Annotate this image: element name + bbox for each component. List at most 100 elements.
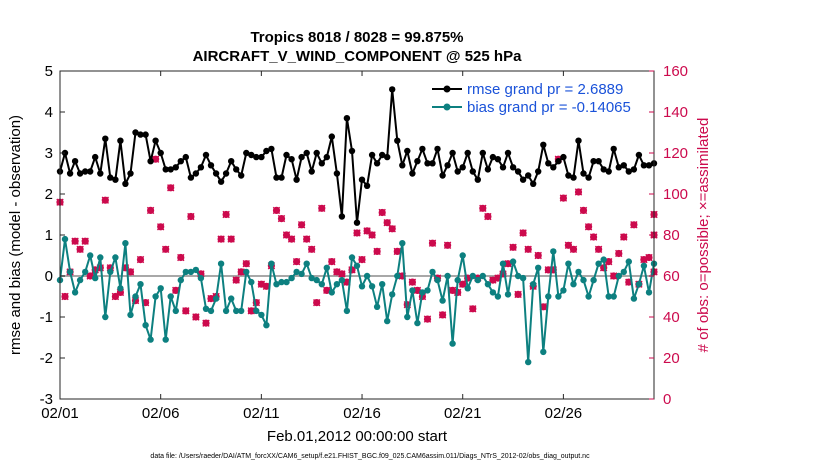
obs-assimilated-point <box>237 268 245 276</box>
rmse-point <box>630 166 638 173</box>
obs-assimilated-point <box>373 247 381 256</box>
bias-point <box>132 293 139 300</box>
rmse-point <box>172 164 179 171</box>
bias-point <box>102 313 109 321</box>
y-left-tick-label: 1 <box>45 227 53 244</box>
bias-point <box>504 291 512 298</box>
rmse-point <box>595 158 602 165</box>
chart-title-line2: AIRCRAFT_V_WIND_COMPONENT @ 525 hPa <box>193 48 523 65</box>
x-tick-label: 02/11 <box>243 405 279 422</box>
bias-point <box>525 358 532 366</box>
bias-series <box>56 235 658 366</box>
bias-point <box>358 283 366 290</box>
rmse-point <box>303 149 310 157</box>
obs-assimilated-point <box>524 245 532 254</box>
rmse-point <box>222 170 230 177</box>
y-right-tick-label: 20 <box>663 350 680 367</box>
rmse-point <box>308 168 315 175</box>
rmse-point <box>157 149 164 157</box>
rmse-point <box>293 176 300 183</box>
rmse-point <box>97 170 104 177</box>
bias-point <box>459 252 466 259</box>
bias-point <box>570 281 577 288</box>
rmse-point <box>504 149 512 157</box>
bias-point <box>419 289 426 296</box>
bias-point <box>600 256 607 263</box>
y-left-tick-label: 4 <box>45 104 53 121</box>
rmse-point <box>228 158 235 165</box>
rmse-point <box>384 153 391 161</box>
bias-point <box>429 268 436 276</box>
legend-rmse-label: rmse grand pr = 2.6889 <box>467 81 623 98</box>
bias-point <box>278 278 285 286</box>
bias-point <box>76 276 84 284</box>
y-axis-left: -3 -2 -1 0 1 2 3 4 5 <box>40 63 65 408</box>
rmse-point <box>238 172 245 179</box>
rmse-point <box>419 145 426 153</box>
bias-point <box>92 274 99 282</box>
bias-point <box>555 293 562 300</box>
bias-point <box>273 281 280 288</box>
rmse-point <box>87 168 94 175</box>
bias-point <box>585 293 592 300</box>
bias-point <box>233 307 240 315</box>
legend-bias-label: bias grand pr = -0.14065 <box>467 99 631 116</box>
bias-point <box>112 254 119 261</box>
bias-point <box>107 268 114 276</box>
bias-point <box>550 248 557 255</box>
rmse-point <box>217 178 225 185</box>
bias-point <box>615 272 622 280</box>
obs-assimilated-point <box>318 204 326 213</box>
rmse-point <box>625 168 632 175</box>
bias-point <box>353 262 361 269</box>
rmse-point <box>122 180 129 187</box>
rmse-point <box>76 170 84 177</box>
obs-assimilated-point <box>484 212 492 221</box>
obs-assimilated-point <box>584 223 593 231</box>
bias-point <box>489 289 497 296</box>
bias-point <box>202 305 210 312</box>
x-axis: 02/01 02/06 02/11 02/16 02/21 02/26 <box>41 71 582 422</box>
obs-assimilated-point <box>187 212 195 221</box>
rmse-point <box>615 164 622 171</box>
obs-assimilated-point <box>292 257 301 266</box>
bias-point <box>157 285 164 292</box>
rmse-point <box>399 162 406 169</box>
rmse-point <box>162 166 169 173</box>
obs-assimilated-point <box>247 307 255 315</box>
obs-assimilated-point <box>146 206 155 215</box>
rmse-point <box>117 137 124 144</box>
obs-assimilated-point <box>287 235 296 243</box>
y-right-tick-label: 160 <box>663 63 688 80</box>
bias-point <box>177 276 184 284</box>
x-tick-label: 02/26 <box>545 405 583 422</box>
bias-point <box>162 336 169 343</box>
rmse-point <box>333 170 341 177</box>
y-left-tick-label: 2 <box>45 186 53 203</box>
legend: rmse grand pr = 2.6889 bias grand pr = -… <box>430 78 648 120</box>
rmse-point <box>112 176 119 183</box>
rmse-point <box>394 137 401 144</box>
rmse-point <box>409 170 416 177</box>
obs-assimilated-point <box>569 245 578 254</box>
obs-assimilated-point <box>589 233 598 241</box>
bias-point <box>87 252 94 259</box>
bias-point <box>348 254 356 261</box>
bias-point <box>469 272 476 280</box>
bias-point <box>389 291 396 298</box>
rmse-point <box>645 162 653 169</box>
y-left-tick-label: -3 <box>40 391 53 408</box>
rmse-point <box>479 149 486 157</box>
bias-point <box>474 276 481 284</box>
bias-point <box>293 268 300 276</box>
obs-assimilated-point <box>620 233 628 241</box>
bias-point <box>228 295 235 302</box>
y-right-tick-label: 80 <box>663 227 680 244</box>
y-axis-right-label: # of obs: o=possible; ×=assimilated <box>695 118 712 353</box>
bias-point <box>303 260 310 267</box>
legend-bias-marker <box>443 103 451 111</box>
rmse-point <box>192 170 200 177</box>
bias-point <box>595 260 602 267</box>
bias-point <box>484 281 492 288</box>
rmse-point <box>258 153 265 161</box>
